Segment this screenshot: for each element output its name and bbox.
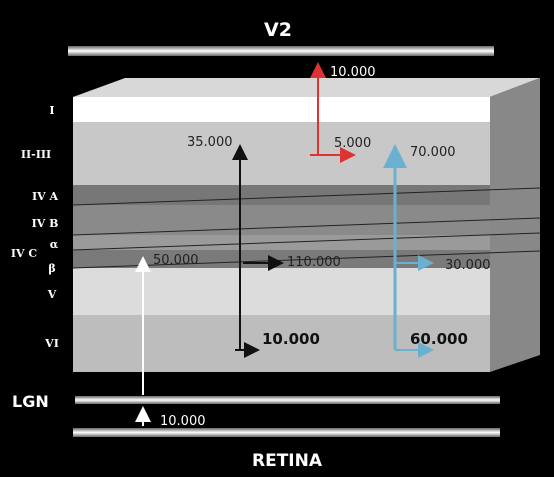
lgn-label: LGN [12, 392, 49, 411]
retina-bar [73, 428, 500, 437]
layer-label: V [47, 288, 57, 301]
flow-label: 70.000 [410, 145, 456, 160]
layer [73, 268, 490, 315]
flow-label: 5.000 [334, 136, 371, 151]
v2-bar [68, 46, 494, 56]
retina-label: RETINA [252, 451, 323, 471]
flow-label: 60.000 [410, 330, 468, 348]
layer [73, 185, 490, 205]
layer-label: β [48, 262, 55, 275]
flow-label: 10.000 [160, 414, 206, 429]
layer-label: II-III [21, 148, 51, 161]
flow-label: 110.000 [287, 255, 341, 270]
lgn-bar [75, 396, 500, 404]
layer-label: VI [44, 337, 59, 350]
block-side [490, 78, 540, 372]
flow-label: 30.000 [445, 258, 491, 273]
layer-label: α [50, 238, 59, 251]
layer-label: IV B [32, 217, 59, 230]
flow-label: 35.000 [187, 135, 233, 150]
flow-label: 10.000 [262, 330, 320, 348]
layer-label: IV C [11, 247, 38, 260]
flow-label: 10.000 [330, 65, 376, 80]
flow-label: 50.000 [153, 253, 199, 268]
block-top [73, 78, 540, 97]
v2-label: V2 [264, 19, 292, 41]
diagram: V2 I II-III IV A IV B IV C α β V VI 10.0… [0, 0, 554, 477]
layer [73, 97, 490, 122]
layer [73, 205, 490, 235]
layer-label: IV A [32, 190, 59, 203]
layer-label: I [49, 104, 54, 117]
